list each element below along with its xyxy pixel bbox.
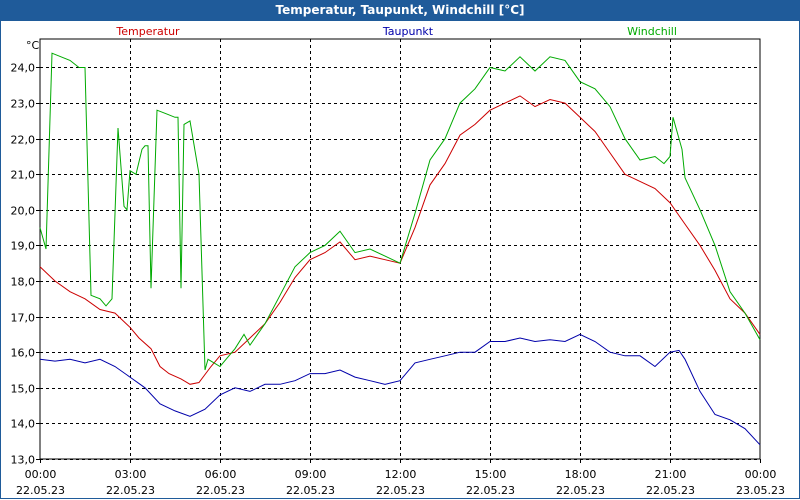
x-tick-date-label: 22.05.23 xyxy=(466,484,515,497)
x-tick-time-label: 09:00 xyxy=(295,468,327,481)
y-tick-label: 20,0 xyxy=(11,205,36,218)
x-tick-time-label: 21:00 xyxy=(655,468,687,481)
y-tick-label: 15,0 xyxy=(11,383,36,396)
legend: Temperatur Taupunkt Windchill xyxy=(115,25,677,38)
x-tick-time-label: 00:00 xyxy=(745,468,777,481)
y-tick-label: 24,0 xyxy=(11,62,36,75)
legend-taupunkt: Taupunkt xyxy=(382,25,434,38)
x-tick-date-label: 22.05.23 xyxy=(646,484,695,497)
series-line-temperatur xyxy=(39,95,761,385)
y-tick-label: 13,0 xyxy=(11,454,36,467)
x-tick-time-label: 12:00 xyxy=(385,468,417,481)
y-axis-unit: °C xyxy=(26,39,40,52)
series-line-windchill xyxy=(39,52,761,371)
y-tick-label: 17,0 xyxy=(11,312,36,325)
x-tick-time-label: 03:00 xyxy=(115,468,147,481)
y-tick-label: 22,0 xyxy=(11,134,36,147)
y-tick-label: 14,0 xyxy=(11,418,36,431)
y-axis-ticks: 13,0 14,0 15,0 16,0 17,0 18,0 19,0 20,0 21,0 22,0… xyxy=(11,62,40,467)
x-tick-date-label: 22.05.23 xyxy=(196,484,245,497)
chart-title: Temperatur, Taupunkt, Windchill [°C] xyxy=(0,0,800,21)
y-tick-label: 16,0 xyxy=(11,347,36,360)
x-tick-time-label: 00:00 xyxy=(25,468,57,481)
x-tick-date-label: 22.05.23 xyxy=(106,484,155,497)
x-tick-date-label: 22.05.23 xyxy=(16,484,65,497)
x-tick-date-label: 23.05.23 xyxy=(736,484,785,497)
x-tick-date-label: 22.05.23 xyxy=(556,484,605,497)
y-tick-label: 19,0 xyxy=(11,240,36,253)
grid xyxy=(40,39,760,460)
x-tick-date-label: 22.05.23 xyxy=(286,484,335,497)
y-tick-label: 23,0 xyxy=(11,98,36,111)
y-tick-label: 21,0 xyxy=(11,169,36,182)
y-tick-label: 18,0 xyxy=(11,276,36,289)
legend-temperatur: Temperatur xyxy=(115,25,180,38)
series-line-taupunkt xyxy=(39,333,761,446)
legend-windchill: Windchill xyxy=(627,25,677,38)
x-axis-ticks: 00:00 22.05.23 03:00 22.05.23 06:00 22.05.23 0… xyxy=(16,459,785,497)
series-lines xyxy=(39,52,761,446)
x-tick-time-label: 18:00 xyxy=(565,468,597,481)
x-tick-date-label: 22.05.23 xyxy=(376,484,425,497)
x-tick-time-label: 06:00 xyxy=(205,468,237,481)
x-tick-time-label: 15:00 xyxy=(475,468,507,481)
